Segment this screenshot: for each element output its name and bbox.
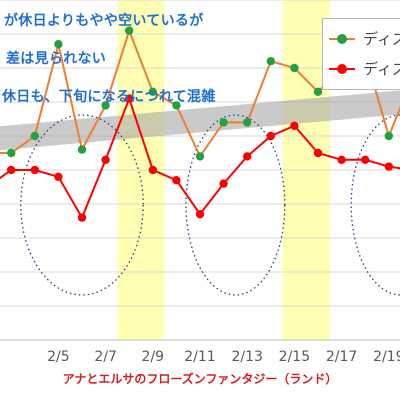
annotation-1: が休日よりもやや空いているが: [4, 13, 204, 29]
series-1-point-2/6: [30, 131, 39, 141]
series-1-point-2/21: [384, 131, 393, 141]
x-tick-label: 2/13: [231, 349, 262, 365]
series-1-point-2/16: [266, 57, 275, 66]
legend-marker-series-1: [337, 34, 347, 44]
series-1-point-2/17: [290, 63, 299, 73]
series-2-point-2/7: [54, 172, 63, 181]
x-tick-label: 2/19: [373, 349, 400, 365]
series-2-point-2/21: [384, 162, 393, 171]
x-tick-label: 2/7: [94, 349, 117, 365]
series-2-point-2/17: [290, 121, 299, 130]
series-1-point-2/9: [101, 101, 110, 110]
series-2-point-2/19: [337, 155, 346, 164]
legend-item-series-1: ディズ: [323, 28, 400, 48]
series-2-point-2/9: [101, 155, 110, 164]
series-1-point-2/14: [219, 118, 228, 127]
series-2-point-2/5: [7, 165, 16, 175]
x-tick-label: 2/9: [142, 349, 165, 365]
series-2-point-2/11: [148, 165, 157, 175]
ellipse-group-1: [20, 114, 144, 296]
series-2-point-2/10: [125, 94, 134, 103]
x-tick-label: 2/17: [326, 349, 357, 365]
legend-marker-series-2: [337, 64, 347, 74]
x-axis-title: アナとエルサのフローズンファンタジー（ランド）: [62, 372, 338, 386]
series-2-point-2/14: [219, 179, 228, 188]
ellipse-group-3: [350, 114, 400, 296]
annotation-3: 休日も、下旬になるにつれて混雑: [2, 89, 216, 105]
legend-label-series-1: ディズ: [363, 30, 400, 48]
series-1-point-2/13: [195, 152, 205, 161]
series-1-point-2/12: [172, 101, 181, 110]
series-1-point-2/7: [54, 40, 63, 49]
series-1-point-2/11: [148, 87, 157, 97]
series-1-point-2/5: [7, 148, 16, 158]
chart-legend: ディズ ディズ: [322, 18, 400, 90]
annotation-2: 差は見られない: [6, 51, 107, 67]
series-2-point-2/20: [361, 155, 370, 164]
series-2-point-2/18: [313, 148, 323, 158]
series-1-point-2/8: [77, 145, 87, 154]
legend-label-series-2: ディズ: [363, 60, 400, 78]
series-1-point-2/15: [243, 118, 252, 127]
series-2-point-2/6: [30, 165, 39, 175]
series-2-point-2/15: [243, 152, 252, 161]
x-tick-label: 2/15: [279, 349, 310, 365]
ellipse-group-2: [185, 114, 286, 296]
series-2-point-2/16: [266, 131, 275, 141]
series-1-point-2/10: [125, 26, 134, 35]
series-2-point-2/13: [195, 210, 205, 219]
x-tick-label: 2/5: [47, 349, 70, 365]
series-1-point-2/18: [313, 87, 323, 97]
legend-item-series-2: ディズ: [323, 58, 400, 78]
series-2-point-2/12: [172, 176, 181, 185]
series-2-point-2/8: [77, 213, 87, 222]
trend-band: [0, 90, 400, 151]
x-tick-label: 2/11: [184, 349, 215, 365]
